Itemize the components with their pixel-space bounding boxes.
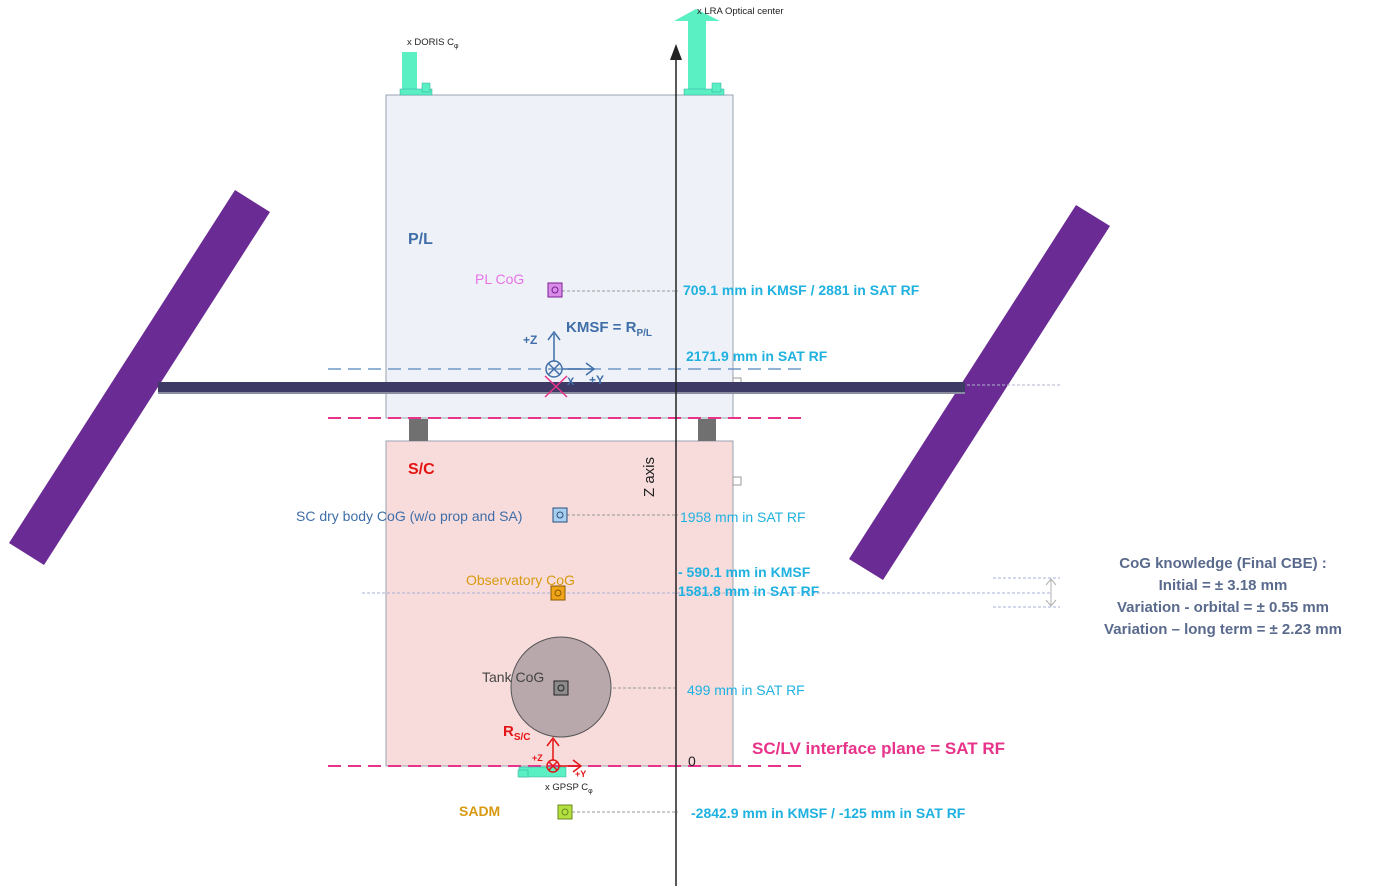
side-tab — [732, 476, 742, 486]
rsc-pz-label: +Z — [532, 753, 543, 763]
kmsf-pz-label: +Z — [523, 333, 538, 347]
gpsp-label: x GPSP Cφ — [545, 782, 593, 795]
zero-label: 0 — [688, 753, 696, 769]
rsc-label: RS/C — [503, 723, 531, 743]
sc-dry-cog-marker — [552, 507, 568, 523]
lra-base — [683, 88, 725, 96]
sc-zone-label: S/C — [408, 461, 435, 478]
solar-array-boom — [158, 382, 965, 393]
cog-knowledge-orbital: Variation - orbital = ± 0.55 mm — [1116, 599, 1330, 616]
pl-cog-marker-dot — [551, 286, 559, 294]
z-axis-arrowhead — [670, 44, 682, 60]
lra-label: x LRA Optical center — [697, 6, 784, 17]
interface-post-left — [409, 419, 428, 441]
solar-array-boom-highlight — [158, 392, 965, 394]
cog-knowledge-title: CoG knowledge (Final CBE) : — [1119, 555, 1327, 572]
cog-knowledge-box: CoG knowledge (Final CBE) : Initial = ± … — [1087, 553, 1359, 641]
kmsf-origin-measurement: 2171.9 mm in SAT RF — [686, 348, 828, 364]
cog-knowledge-initial: Initial = ± 3.18 mm — [1158, 577, 1288, 594]
sadm-marker-dot — [561, 808, 569, 816]
knowledge-bracket-head-up — [1045, 578, 1057, 586]
observatory-cog-label: Observatory CoG — [466, 572, 575, 588]
interface-plane-label: SC/LV interface plane = SAT RF — [752, 739, 1006, 758]
sadm-measurement: -2842.9 mm in KMSF / -125 mm in SAT RF — [691, 805, 966, 821]
lra-arrow — [674, 9, 720, 89]
observatory-cog-marker — [550, 585, 566, 601]
kmsf-y-arrowhead — [585, 362, 596, 376]
rsc-z-arrowhead — [546, 736, 560, 747]
knowledge-bracket-head-down — [1045, 599, 1057, 607]
tank-cog-marker — [553, 680, 569, 696]
pl-cog-measurement: 709.1 mm in KMSF / 2881 in SAT RF — [683, 282, 920, 298]
observatory-sat-measurement: 1581.8 mm in SAT RF — [678, 583, 820, 599]
kmsf-origin-marker — [545, 360, 563, 378]
kmsf-frame-label: KMSF = RP/L — [566, 319, 652, 339]
left-solar-array — [9, 190, 270, 565]
interface-post-right — [698, 419, 716, 441]
tank-cog-label: Tank CoG — [482, 669, 545, 685]
pl-zone-label: P/L — [408, 231, 433, 248]
tank-cog-measurement: 499 mm in SAT RF — [687, 682, 805, 698]
kmsf-origin-cross — [547, 362, 561, 376]
sc-dry-cog-measurement: 1958 mm in SAT RF — [680, 509, 806, 525]
lra-stub — [711, 82, 722, 93]
pl-cog-marker — [547, 282, 563, 298]
doris-antenna-mast — [402, 52, 417, 92]
rsc-origin-marker — [546, 759, 560, 773]
observatory-cog-marker-dot — [554, 589, 562, 597]
observatory-kmsf-measurement: - 590.1 mm in KMSF — [678, 564, 811, 580]
tank-cog-marker-dot — [557, 684, 565, 692]
sadm-label: SADM — [459, 803, 501, 819]
doris-antenna-base — [399, 88, 433, 96]
kmsf-px-label: X — [567, 376, 575, 388]
rsc-y-arrowhead — [572, 759, 583, 773]
sadm-marker — [557, 804, 573, 820]
kmsf-z-arrowhead — [547, 330, 561, 341]
gpsp-antenna-stub — [517, 769, 529, 778]
rsc-origin-cross — [548, 761, 558, 771]
pink-cross — [544, 375, 568, 398]
kmsf-py-label: +Y — [589, 373, 605, 387]
pl-cog-label: PL CoG — [475, 271, 525, 287]
doris-label: x DORIS Cφ — [407, 37, 459, 50]
cog-knowledge-long-term: Variation – long term = ± 2.23 mm — [1104, 621, 1342, 638]
z-axis-label: Z axis — [641, 456, 658, 497]
doris-antenna-stub — [421, 82, 431, 93]
sc-dry-cog-marker-dot — [556, 511, 564, 519]
rsc-py-label: +Y — [575, 769, 587, 779]
sc-dry-cog-label: SC dry body CoG (w/o prop and SA) — [296, 508, 523, 524]
right-solar-array — [849, 205, 1110, 580]
